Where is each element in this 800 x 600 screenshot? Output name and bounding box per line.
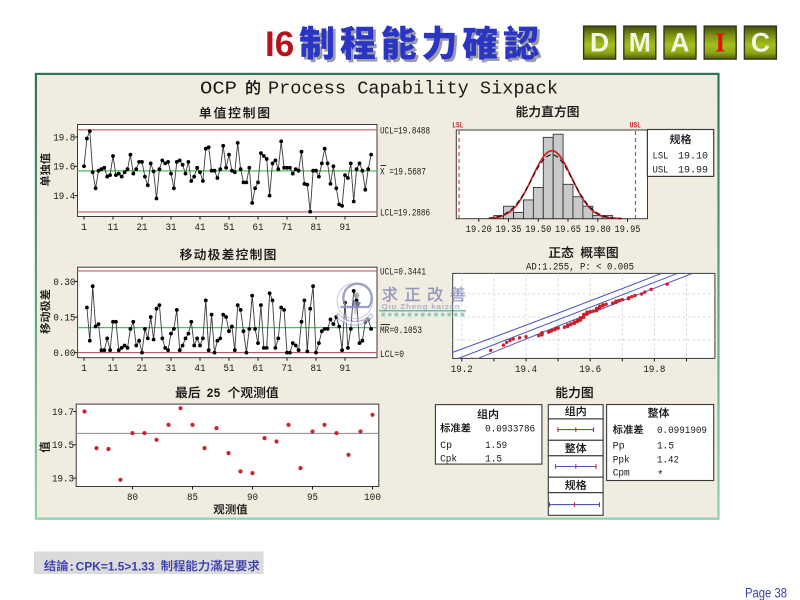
svg-text:61: 61 (253, 364, 264, 375)
svg-text:0.0933786: 0.0933786 (485, 424, 535, 435)
svg-text:21: 21 (137, 364, 148, 375)
svg-text:1.5: 1.5 (485, 454, 502, 465)
svg-text:41: 41 (195, 223, 206, 234)
svg-text:1: 1 (81, 364, 87, 375)
svg-text:11: 11 (108, 223, 119, 234)
svg-text:19.6: 19.6 (53, 163, 75, 174)
svg-text:100: 100 (364, 493, 381, 504)
svg-text:0.30: 0.30 (53, 278, 75, 289)
svg-text:19.80: 19.80 (585, 225, 611, 236)
svg-text:UCL=0.3441: UCL=0.3441 (380, 266, 426, 277)
svg-text:0.15: 0.15 (53, 313, 75, 324)
svg-text:I: I (715, 28, 726, 58)
svg-text:LSL: LSL (452, 121, 463, 131)
svg-text:19.99: 19.99 (678, 164, 708, 175)
svg-text:Qiu Zheng kaizen: Qiu Zheng kaizen (382, 304, 461, 311)
svg-text:95: 95 (307, 493, 318, 504)
svg-text:Cpm: Cpm (613, 468, 630, 479)
svg-text:19.8: 19.8 (643, 364, 665, 376)
svg-text:19.10: 19.10 (678, 151, 708, 162)
svg-text:X =19.5687: X =19.5687 (380, 166, 426, 177)
svg-text::: : (70, 559, 74, 573)
svg-text:I6: I6 (265, 25, 294, 64)
svg-text:91: 91 (340, 223, 351, 234)
svg-text:C: C (751, 28, 770, 58)
svg-text:19.35: 19.35 (496, 225, 522, 236)
svg-text:1: 1 (81, 223, 87, 234)
svg-text:19.65: 19.65 (555, 225, 581, 236)
svg-text:81: 81 (311, 364, 322, 375)
svg-text:OCP: OCP (200, 80, 237, 100)
svg-text:41: 41 (195, 364, 206, 375)
svg-text:CPK=1.5>1.33: CPK=1.5>1.33 (76, 559, 155, 573)
svg-text:90: 90 (247, 493, 258, 504)
svg-text:85: 85 (187, 493, 198, 504)
svg-text:81: 81 (311, 223, 322, 234)
svg-text:71: 71 (282, 364, 293, 375)
svg-text:1.59: 1.59 (485, 440, 507, 451)
svg-text:M: M (629, 28, 651, 58)
svg-text:UCL=19.8488: UCL=19.8488 (380, 125, 430, 136)
svg-text:AD:1.255, P: < 0.005: AD:1.255, P: < 0.005 (526, 262, 634, 274)
svg-text:Ppk: Ppk (613, 454, 630, 465)
svg-text:0.0991909: 0.0991909 (657, 425, 707, 436)
svg-text:19.20: 19.20 (466, 225, 492, 236)
svg-text:51: 51 (224, 223, 235, 234)
svg-text:1.5: 1.5 (657, 441, 674, 452)
svg-text:21: 21 (137, 223, 148, 234)
svg-text:80: 80 (127, 493, 138, 504)
svg-text:19.4: 19.4 (515, 364, 537, 376)
svg-text:19.5: 19.5 (52, 441, 74, 452)
svg-text:31: 31 (166, 223, 177, 234)
svg-text:Pp: Pp (613, 441, 625, 452)
svg-text:19.6: 19.6 (579, 364, 601, 376)
svg-text:19.50: 19.50 (525, 225, 551, 236)
svg-text:19.3: 19.3 (52, 475, 74, 486)
svg-text:MR=0.1053: MR=0.1053 (380, 325, 422, 336)
svg-text:31: 31 (166, 364, 177, 375)
svg-text:USL: USL (630, 121, 641, 131)
svg-text:51: 51 (224, 364, 235, 375)
svg-text:91: 91 (340, 364, 351, 375)
svg-text:LCL=0: LCL=0 (380, 349, 404, 360)
svg-text:*: * (657, 470, 664, 482)
svg-text:71: 71 (282, 223, 293, 234)
svg-text:Process Capability Sixpack: Process Capability Sixpack (268, 80, 558, 100)
svg-text:19.8: 19.8 (53, 133, 75, 144)
svg-text:19.7: 19.7 (52, 408, 74, 419)
svg-text:19.2: 19.2 (451, 364, 473, 376)
svg-text:19.4: 19.4 (53, 192, 75, 203)
svg-text:61: 61 (253, 223, 264, 234)
svg-text:0.00: 0.00 (53, 349, 75, 360)
svg-text:D: D (590, 28, 609, 58)
svg-text:1.42: 1.42 (657, 454, 679, 465)
svg-text:Cpk: Cpk (440, 454, 457, 465)
svg-text:11: 11 (108, 364, 119, 375)
svg-text:LSL: LSL (653, 151, 669, 162)
svg-text:USL: USL (653, 164, 669, 175)
svg-text:25: 25 (207, 387, 221, 401)
svg-text:Page 38: Page 38 (745, 586, 787, 600)
svg-text:Cp: Cp (440, 440, 452, 451)
svg-text:A: A (670, 28, 689, 58)
svg-text:19.95: 19.95 (615, 225, 641, 236)
svg-text:LCL=19.2886: LCL=19.2886 (380, 207, 430, 218)
